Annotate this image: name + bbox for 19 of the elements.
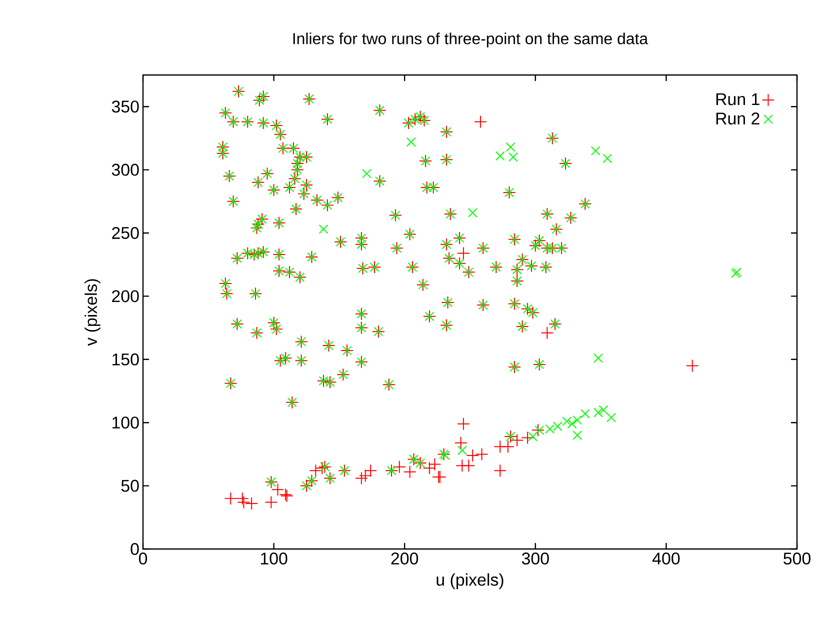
- y-tick-label: 0: [130, 543, 139, 555]
- x-tick-label: 400: [652, 552, 680, 565]
- x-tick-label: 500: [784, 552, 810, 565]
- x-tick-label: 100: [260, 552, 288, 565]
- y-tick-label: 100: [112, 416, 139, 429]
- x-tick-label: 300: [522, 552, 549, 565]
- chart-title: Inliers for two runs of three-point on the same data: [293, 32, 648, 48]
- x-tick-label: 0: [138, 552, 148, 565]
- legend-label: Run 2: [716, 112, 760, 125]
- y-tick-label: 50: [121, 480, 139, 492]
- x-tick-label: 200: [391, 552, 418, 565]
- x-axis-title: u (pixels): [436, 573, 504, 590]
- y-tick-label: 200: [112, 290, 139, 302]
- legend-label: Run 1: [716, 93, 760, 106]
- y-tick-label: 250: [112, 227, 139, 239]
- y-tick-label: 300: [112, 164, 139, 176]
- y-axis-title: v (pixels): [84, 279, 100, 346]
- y-tick-label: 150: [112, 353, 139, 366]
- y-tick-label: 350: [112, 100, 139, 113]
